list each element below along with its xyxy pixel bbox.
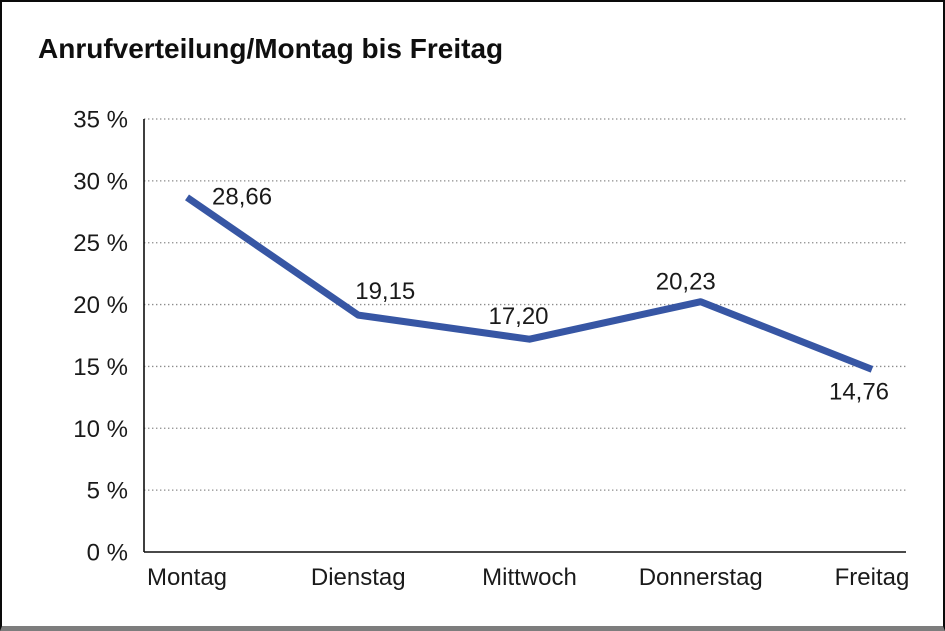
y-tick-label: 15 % xyxy=(73,354,128,381)
y-tick-label: 0 % xyxy=(87,540,128,567)
x-tick-label: Freitag xyxy=(835,564,910,591)
data-line xyxy=(185,194,874,373)
data-point-label: 14,76 xyxy=(829,378,889,405)
y-tick-label: 30 % xyxy=(73,168,128,195)
y-tick-label: 20 % xyxy=(73,292,128,319)
x-tick-label: Dienstag xyxy=(311,564,406,591)
y-tick-label: 25 % xyxy=(73,230,128,257)
data-point-label: 17,20 xyxy=(488,303,548,330)
x-tick-label: Montag xyxy=(147,564,227,591)
data-point-label: 19,15 xyxy=(355,278,415,305)
x-tick-label: Mittwoch xyxy=(482,564,577,591)
y-tick-label: 35 % xyxy=(73,107,128,134)
x-tick-label: Donnerstag xyxy=(639,564,763,591)
data-point-label: 20,23 xyxy=(656,269,716,296)
y-tick-label: 10 % xyxy=(73,416,128,443)
data-point-label: 28,66 xyxy=(212,183,272,210)
y-tick-label: 5 % xyxy=(87,478,128,505)
chart-title: Anrufverteilung/Montag bis Freitag xyxy=(38,33,504,64)
